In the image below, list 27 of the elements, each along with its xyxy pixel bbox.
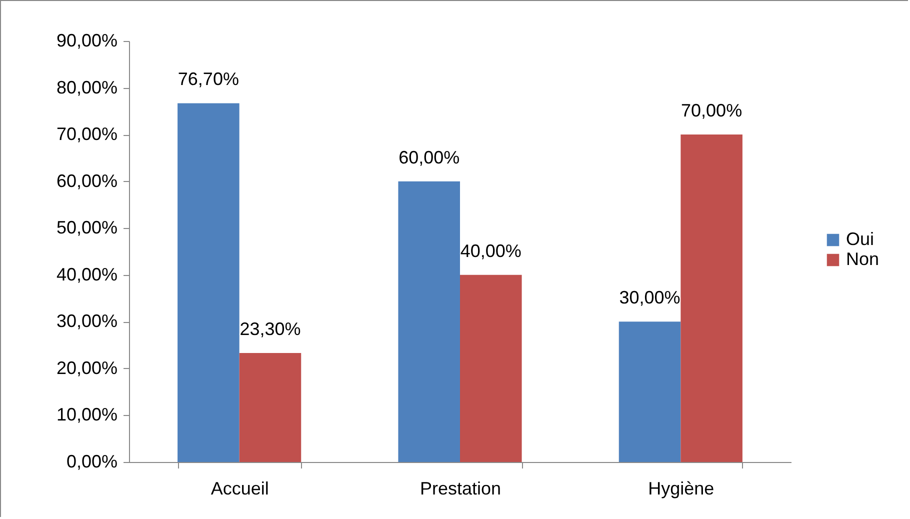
data-label: 23,30%	[240, 319, 301, 340]
bar	[239, 353, 302, 462]
y-tick-label: 20,00%	[56, 358, 118, 378]
y-tick-label: 0,00%	[66, 452, 118, 472]
bar	[460, 274, 522, 462]
x-tick-label: Accueil	[210, 478, 269, 498]
x-tick-label: Prestation	[420, 478, 502, 498]
y-tick-label: 70,00%	[56, 124, 118, 144]
data-label: 60,00%	[398, 147, 460, 168]
data-label: 76,70%	[178, 69, 239, 90]
data-label: 40,00%	[460, 240, 522, 261]
bar	[398, 181, 460, 462]
y-tick-label: 50,00%	[56, 218, 118, 238]
y-tick-label: 10,00%	[56, 404, 118, 425]
y-tick-label: 30,00%	[56, 311, 118, 332]
bar	[680, 134, 742, 462]
y-tick-label: 40,00%	[56, 264, 118, 284]
y-tick-label: 90,00%	[56, 30, 118, 50]
legend-label: Oui	[846, 229, 874, 249]
y-tick-label: 60,00%	[56, 170, 118, 191]
bar	[178, 103, 240, 462]
data-label: 30,00%	[619, 288, 680, 308]
legend-label: Non	[846, 249, 880, 269]
bar	[618, 322, 681, 462]
y-tick-label: 80,00%	[56, 77, 118, 98]
x-tick-label: Hygiène	[648, 478, 714, 498]
data-label: 70,00%	[681, 100, 742, 121]
